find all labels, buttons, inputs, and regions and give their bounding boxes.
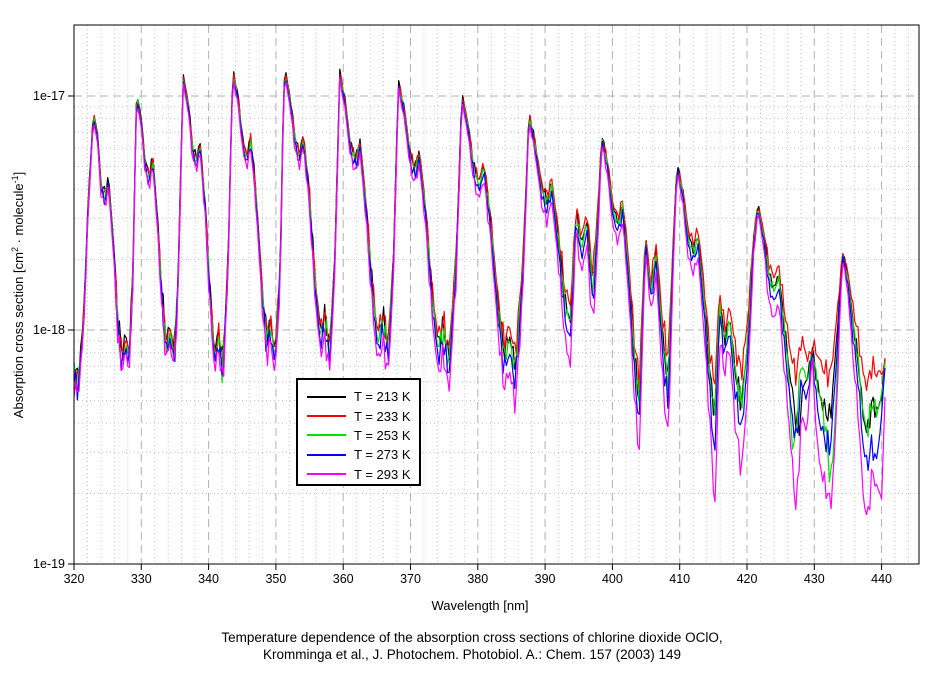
svg-text:430: 430 [804, 572, 825, 586]
legend-entry-label: T = 233 K [354, 408, 411, 424]
svg-text:320: 320 [64, 572, 85, 586]
legend-entry: T = 293 K [298, 465, 419, 484]
legend: T = 213 K T = 233 K T = 253 K T = 273 K … [296, 378, 421, 486]
svg-text:440: 440 [871, 572, 892, 586]
svg-text:390: 390 [535, 572, 556, 586]
svg-text:1e-18: 1e-18 [33, 323, 65, 337]
legend-entry-label: T = 213 K [354, 389, 411, 405]
caption-line-1: Temperature dependence of the absorption… [221, 630, 723, 645]
legend-entry-label: T = 293 K [354, 466, 411, 482]
svg-text:360: 360 [333, 572, 354, 586]
x-axis-label: Wavelength [nm] [431, 598, 529, 613]
legend-entry-label: T = 253 K [354, 427, 411, 443]
legend-line-swatch [307, 395, 346, 398]
legend-entry: T = 213 K [298, 387, 419, 406]
svg-text:380: 380 [467, 572, 488, 586]
svg-text:1e-19: 1e-19 [33, 557, 65, 571]
legend-line-swatch [307, 415, 346, 418]
legend-entry: T = 233 K [298, 406, 419, 425]
svg-text:350: 350 [265, 572, 286, 586]
svg-text:420: 420 [737, 572, 758, 586]
caption-line-2: Kromminga et al., J. Photochem. Photobio… [263, 646, 681, 662]
legend-entry: T = 253 K [298, 426, 419, 445]
y-axis-label: Absorption cross section [cm2 · molecule… [9, 171, 27, 419]
svg-text:410: 410 [669, 572, 690, 586]
legend-line-swatch [307, 434, 346, 437]
svg-text:370: 370 [400, 572, 421, 586]
svg-text:330: 330 [131, 572, 152, 586]
svg-text:1e-17: 1e-17 [33, 89, 65, 103]
caption: Temperature dependence of the absorption… [0, 630, 944, 663]
legend-line-swatch [307, 453, 346, 456]
legend-entry: T = 273 K [298, 445, 419, 464]
legend-line-swatch [307, 473, 346, 476]
svg-text:340: 340 [198, 572, 219, 586]
svg-text:400: 400 [602, 572, 623, 586]
legend-entry-label: T = 273 K [354, 447, 411, 463]
y-axis-label-text: Absorption cross section [cm [11, 252, 27, 419]
